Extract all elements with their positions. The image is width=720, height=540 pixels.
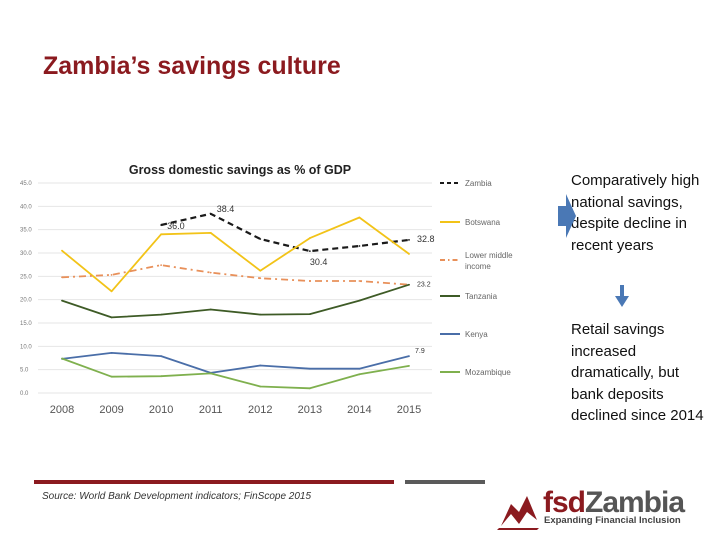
note-high-savings: Comparatively high national savings, des…: [571, 172, 700, 254]
series-line-botswana: [61, 216, 410, 293]
legend-label-mozambique: Mozambique: [465, 368, 511, 377]
y-tick-label: 40.0: [20, 204, 32, 210]
y-tick-label: 35.0: [20, 228, 32, 234]
chart-title: Gross domestic savings as % of GDP: [129, 163, 351, 177]
data-point-kenya: [259, 364, 262, 367]
data-point-botswana: [308, 237, 311, 239]
logo-tagline: Expanding Financial Inclusion: [544, 515, 681, 526]
source-note: Source: World Bank Development indicator…: [42, 491, 312, 502]
data-point-zambia: [358, 245, 361, 247]
legend-label-kenya: Kenya: [465, 330, 488, 339]
x-tick-label: 2009: [99, 404, 123, 416]
data-point-zambia: [160, 224, 163, 226]
data-label: 23.2: [417, 282, 431, 289]
data-point-zambia: [308, 250, 311, 253]
data-point-tanzania: [61, 299, 63, 302]
data-point-botswana: [408, 253, 410, 255]
x-tick-label: 2010: [149, 404, 173, 416]
y-tick-label: 15.0: [20, 321, 32, 327]
arrow-right-icon: [558, 194, 576, 238]
data-label: 32.8: [417, 234, 435, 244]
series-line-lower-middle-income: [61, 264, 410, 286]
data-point-botswana: [209, 232, 212, 234]
x-tick-label: 2015: [397, 404, 421, 416]
data-point-botswana: [358, 216, 361, 219]
logo-fsd: fsd: [543, 486, 586, 519]
data-point-kenya: [408, 355, 410, 358]
logo-mark-icon: [497, 496, 539, 530]
data-point-tanzania: [308, 313, 311, 316]
footer-bar-accent: [405, 480, 485, 484]
data-point-lower-middle-income: [308, 280, 311, 282]
chart-canvas: Gross domestic savings as % of GDP 0.0 5.0…: [0, 150, 545, 430]
savings-chart: Gross domestic savings as % of GDP 0.0 5.0…: [0, 150, 545, 430]
series-line-kenya: [61, 352, 410, 374]
data-point-tanzania: [160, 313, 163, 316]
data-label: 7.9: [415, 348, 425, 355]
data-point-mozambique: [209, 372, 212, 375]
data-point-tanzania: [259, 313, 262, 316]
data-point-kenya: [358, 367, 361, 370]
data-label: 36.0: [167, 221, 185, 231]
y-tick-label: 0.0: [20, 391, 29, 397]
data-point-lower-middle-income: [110, 274, 113, 276]
data-point-kenya: [308, 367, 311, 370]
data-point-zambia: [408, 239, 410, 241]
legend-label-line: income: [465, 262, 491, 271]
data-point-lower-middle-income: [61, 276, 63, 279]
fsd-zambia-logo: fsdZambia Expanding Financial Inclusion: [497, 486, 697, 530]
data-point-botswana: [61, 249, 63, 252]
data-point-tanzania: [110, 316, 113, 319]
legend-label-zambia: Zambia: [465, 179, 492, 188]
data-point-lower-middle-income: [160, 264, 163, 267]
data-point-mozambique: [259, 385, 262, 388]
data-label: 38.4: [217, 204, 235, 214]
x-tick-label: 2012: [248, 404, 272, 416]
x-tick-label: 2013: [298, 404, 322, 416]
data-point-mozambique: [110, 375, 113, 378]
data-point-mozambique: [160, 375, 163, 378]
data-label: 30.4: [310, 257, 328, 267]
legend-label-line: Lower middle: [465, 251, 513, 260]
data-point-zambia: [209, 212, 212, 215]
footer-bar: [34, 480, 394, 484]
data-point-zambia: [259, 238, 262, 240]
x-tick-label: 2011: [199, 404, 223, 416]
y-tick-label: 5.0: [20, 368, 29, 374]
chart-svg: Gross domestic savings as % of GDP 0.0 5.0…: [20, 163, 513, 416]
series-line-tanzania: [61, 283, 410, 319]
series-line-zambia: [160, 212, 410, 253]
data-point-botswana: [160, 233, 163, 236]
legend-label-tanzania: Tanzania: [465, 292, 498, 301]
data-point-mozambique: [308, 387, 311, 390]
data-point-botswana: [259, 269, 262, 272]
logo-zambia: Zambia: [585, 486, 685, 519]
y-tick-label: 30.0: [20, 251, 32, 257]
data-point-kenya: [110, 351, 113, 354]
data-point-mozambique: [358, 373, 361, 376]
y-tick-label: 10.0: [20, 344, 32, 350]
data-point-tanzania: [408, 283, 410, 286]
series-line-mozambique: [61, 357, 410, 390]
page-title: Zambia’s savings culture: [43, 52, 341, 80]
x-tick-label: 2014: [347, 404, 371, 416]
data-point-mozambique: [408, 365, 410, 367]
logo-text: fsdZambia: [543, 486, 685, 520]
data-point-tanzania: [358, 299, 361, 302]
arrow-down-icon: [615, 285, 629, 307]
data-point-lower-middle-income: [259, 277, 262, 280]
legend-label-botswana: Botswana: [465, 218, 501, 227]
y-tick-label: 20.0: [20, 298, 32, 304]
y-tick-label: 45.0: [20, 181, 32, 187]
note-retail-savings: Retail savings increased dramatically, b…: [571, 321, 704, 424]
data-point-lower-middle-income: [209, 271, 212, 274]
legend-label-lower-middle-income: Lower middle income: [465, 251, 513, 271]
y-tick-label: 25.0: [20, 274, 32, 280]
data-point-lower-middle-income: [358, 280, 361, 282]
data-point-tanzania: [209, 308, 212, 311]
data-point-mozambique: [61, 357, 63, 360]
data-point-botswana: [110, 290, 113, 293]
data-point-kenya: [160, 355, 163, 358]
x-tick-label: 2008: [50, 404, 74, 416]
